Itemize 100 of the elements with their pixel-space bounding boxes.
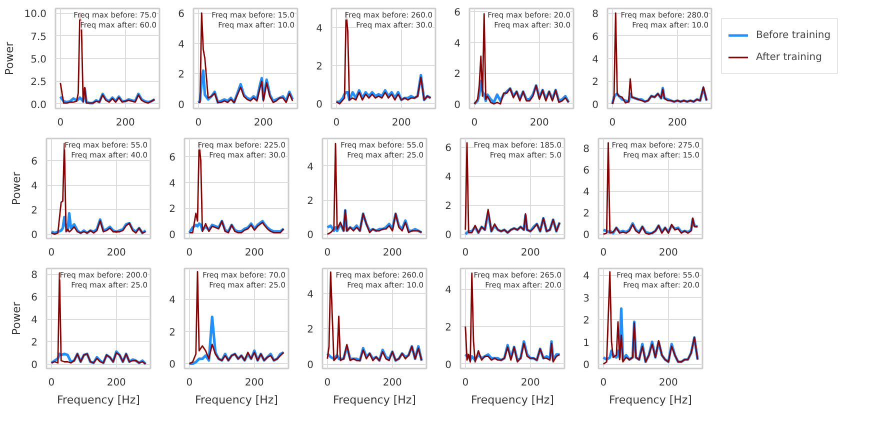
y-tick-label: 6: [31, 156, 38, 168]
x-tick-label: 200: [658, 378, 678, 388]
y-tick-label: 0: [307, 360, 314, 372]
x-axis-title: Frequency [Hz]: [333, 394, 416, 406]
x-tick-label: 0: [462, 248, 469, 258]
x-axis-title: Frequency [Hz]: [471, 394, 554, 406]
x-tick-label: 200: [520, 378, 540, 388]
x-tick-label: 0: [600, 248, 607, 258]
y-tick-label: 2: [178, 70, 185, 81]
y-tick-label: 2: [307, 324, 314, 336]
x-tick-label: 0: [324, 248, 331, 258]
y-tick-label: 4: [169, 295, 176, 306]
x-tick-label: 200: [116, 118, 135, 128]
y-tick-label: 0: [31, 230, 38, 242]
y-tick-label: 4: [316, 24, 323, 35]
x-tick-label: 0: [324, 378, 331, 388]
x-tick-label: 0: [195, 118, 202, 128]
y-axis-title: Power: [3, 41, 16, 76]
x-tick-label: 0: [600, 378, 607, 388]
y-tick-label: 10.0: [24, 9, 46, 20]
y-tick-label: 2: [31, 206, 38, 217]
y-tick-label: 6: [31, 292, 38, 304]
y-tick-label: 4: [592, 54, 599, 66]
y-tick-label: 0: [454, 100, 461, 111]
y-tick-label: 0: [307, 230, 314, 242]
y-tick-label: 4: [31, 181, 38, 192]
y-tick-label: 4: [307, 162, 314, 173]
y-tick-label: 2: [592, 77, 599, 88]
y-tick-label: 6: [454, 8, 461, 19]
y-tick-label: 0: [583, 360, 590, 372]
y-tick-label: 6: [169, 152, 176, 164]
y-tick-label: 2: [169, 204, 176, 216]
y-tick-label: 0: [169, 230, 176, 241]
x-tick-label: 0: [471, 118, 478, 128]
x-tick-label: 0: [609, 118, 616, 128]
y-tick-label: 3: [583, 293, 590, 304]
x-tick-label: 200: [668, 118, 687, 128]
x-tick-label: 200: [106, 248, 126, 258]
x-tick-label: 200: [382, 248, 402, 258]
y-tick-label: 2: [454, 69, 461, 80]
y-tick-label: 4: [169, 178, 176, 190]
y-tick-label: 2: [445, 201, 452, 212]
y-axis-title: Power: [10, 171, 24, 206]
y-tick-label: 6: [592, 32, 599, 43]
y-tick-label: 0: [592, 100, 599, 111]
y-tick-label: 0: [445, 360, 452, 371]
y-tick-label: 4: [445, 285, 452, 296]
y-tick-label: 4: [445, 172, 452, 184]
y-tick-label: 2: [169, 327, 176, 338]
y-tick-label: 0.0: [30, 100, 47, 111]
x-tick-label: 200: [520, 248, 540, 258]
y-tick-label: 4: [454, 38, 461, 50]
y-tick-label: 4: [31, 315, 38, 326]
x-tick-label: 0: [48, 378, 55, 388]
y-tick-label: 2: [307, 196, 314, 208]
x-tick-label: 0: [186, 378, 193, 388]
y-tick-label: 4: [178, 39, 185, 50]
y-tick-label: 0: [31, 360, 38, 372]
x-axis-title: Frequency [Hz]: [57, 394, 140, 406]
y-tick-label: 6: [178, 9, 185, 20]
y-tick-label: 6: [583, 166, 590, 177]
x-tick-label: 200: [244, 378, 264, 388]
y-tick-label: 0: [445, 230, 452, 242]
y-tick-label: 4: [307, 289, 314, 300]
y-tick-label: 4: [583, 271, 590, 282]
y-tick-label: 0: [169, 360, 176, 371]
x-tick-label: 200: [392, 118, 411, 128]
y-tick-label: 0: [583, 230, 590, 242]
y-tick-label: 2: [583, 316, 590, 327]
x-tick-label: 0: [333, 118, 340, 128]
y-tick-label: 2: [583, 208, 590, 220]
y-tick-label: 0: [178, 100, 185, 111]
y-tick-label: 0: [316, 100, 323, 111]
y-tick-label: 4: [583, 187, 590, 198]
y-tick-label: 7.5: [30, 32, 47, 43]
y-axis-title: Power: [10, 301, 24, 336]
x-tick-label: 0: [48, 248, 55, 258]
x-tick-label: 0: [462, 378, 469, 388]
y-tick-label: 5.0: [30, 54, 47, 66]
x-tick-label: 200: [106, 378, 126, 388]
legend-label: After training: [756, 52, 822, 62]
y-tick-label: 2: [316, 62, 323, 73]
y-tick-label: 1: [583, 338, 590, 349]
y-tick-label: 2: [31, 338, 38, 349]
x-tick-label: 200: [254, 118, 273, 128]
y-tick-label: 8: [592, 9, 599, 20]
x-tick-label: 0: [57, 118, 64, 128]
x-axis-title: Frequency [Hz]: [609, 394, 692, 406]
y-tick-label: 8: [31, 270, 38, 282]
y-tick-label: 8: [583, 144, 590, 156]
y-tick-label: 6: [445, 143, 452, 154]
y-tick-label: 2: [445, 322, 452, 334]
x-axis-title: Frequency [Hz]: [195, 394, 278, 406]
x-tick-label: 200: [382, 378, 402, 388]
legend-label: Before training: [756, 30, 831, 40]
x-tick-label: 0: [186, 248, 193, 258]
x-tick-label: 200: [244, 248, 264, 258]
y-tick-label: 2.5: [30, 77, 47, 88]
x-tick-label: 200: [658, 248, 678, 258]
x-tick-label: 200: [530, 118, 549, 128]
